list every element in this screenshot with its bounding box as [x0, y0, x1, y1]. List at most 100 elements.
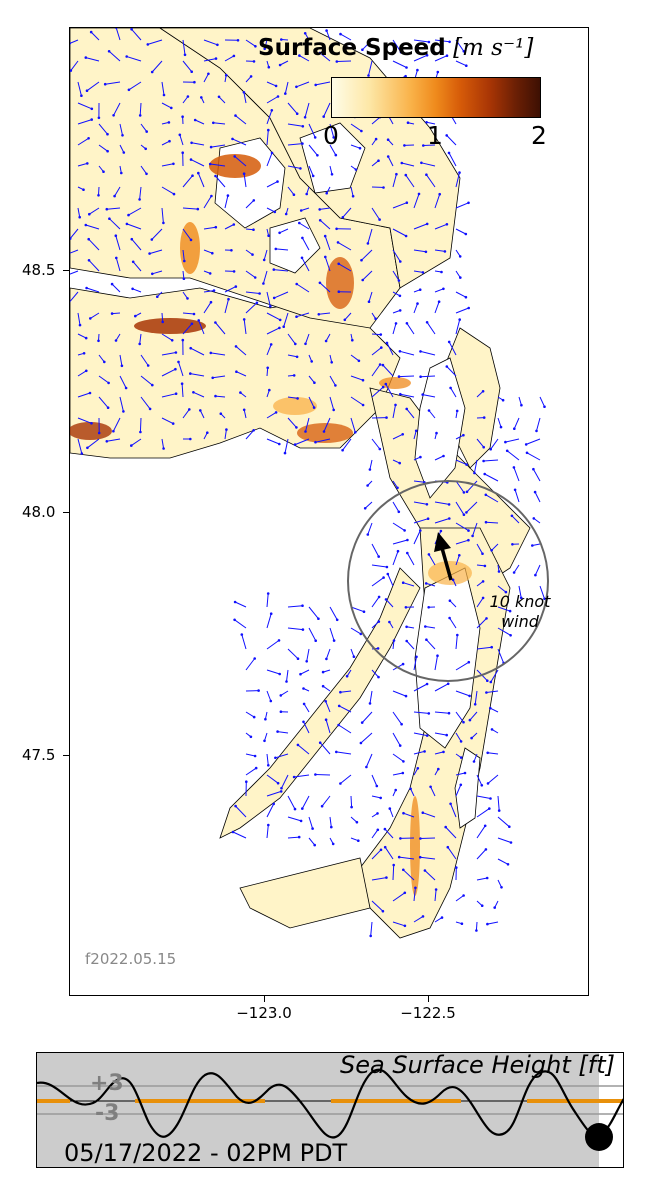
velocity-vector [108, 50, 121, 62]
velocity-vector [369, 690, 373, 704]
velocity-vector-head [211, 376, 214, 380]
velocity-vector-head [251, 253, 254, 256]
velocity-vector [384, 846, 394, 860]
velocity-vectors [70, 28, 546, 938]
velocity-vector [338, 724, 352, 734]
velocity-vector [518, 585, 522, 598]
velocity-vector [371, 386, 384, 398]
velocity-vector-head [467, 538, 470, 542]
velocity-vector [70, 228, 79, 239]
velocity-vector-head [379, 848, 383, 852]
velocity-vector [445, 826, 457, 839]
velocity-vector-head [362, 610, 366, 613]
velocity-vector-head [341, 216, 345, 219]
y-tick-label: 48.5 [22, 261, 56, 279]
velocity-vector-head [482, 459, 485, 463]
velocity-vector [161, 333, 173, 341]
velocity-vector [340, 774, 352, 784]
velocity-vector-head [278, 63, 282, 67]
velocity-vector-head [174, 392, 178, 396]
velocity-vector [182, 291, 188, 299]
velocity-vector [182, 96, 189, 104]
velocity-vector-head [278, 318, 282, 322]
velocity-vector [283, 312, 289, 327]
velocity-vector [87, 438, 100, 449]
velocity-vector-head [105, 440, 109, 443]
velocity-vector [336, 751, 352, 755]
velocity-vector-head [277, 639, 281, 642]
velocity-vector-head [183, 53, 187, 57]
velocity-vector-head [217, 95, 221, 99]
velocity-vector-head [245, 780, 248, 783]
velocity-vector-head [300, 256, 304, 260]
velocity-vector [287, 396, 298, 399]
velocity-vector [371, 347, 382, 356]
velocity-vector [182, 249, 185, 262]
velocity-vector [224, 55, 235, 62]
velocity-vector [329, 144, 337, 156]
velocity-vector [392, 202, 407, 209]
velocity-vector [203, 195, 212, 209]
velocity-vector [287, 417, 297, 428]
velocity-vector [235, 346, 247, 356]
velocity-vector-head [375, 784, 379, 788]
velocity-vector [329, 396, 335, 411]
velocity-vector [287, 102, 298, 115]
velocity-vector [392, 711, 403, 725]
velocity-vector-head [459, 740, 463, 743]
velocity-vector-head [442, 750, 445, 754]
velocity-vector [128, 81, 142, 91]
velocity-vector [497, 816, 510, 828]
velocity-vector-head [337, 262, 341, 266]
velocity-vector [455, 39, 465, 52]
velocity-vector-head [298, 54, 301, 57]
velocity-vector [474, 690, 478, 705]
velocity-vector [190, 347, 205, 356]
velocity-vector-head [484, 848, 488, 851]
velocity-vector-head [532, 467, 535, 471]
velocity-vector [266, 327, 280, 335]
velocity-vector-head [331, 842, 335, 846]
velocity-vector-head [504, 590, 508, 594]
velocity-vector [410, 788, 415, 797]
ssh-datetime: 05/17/2022 - 02PM PDT [64, 1139, 348, 1167]
velocity-vector [245, 753, 256, 757]
velocity-vector-head [361, 278, 365, 282]
velocity-vector [149, 249, 163, 255]
velocity-vector-head [400, 722, 403, 726]
velocity-vector-head [400, 161, 404, 165]
velocity-vector-head [358, 146, 362, 150]
colorbar-title-text: Surface Speed [258, 35, 446, 61]
velocity-vector [455, 459, 467, 466]
velocity-vector [323, 102, 331, 117]
velocity-vector [203, 39, 218, 46]
velocity-vector-head [82, 352, 86, 355]
velocity-vector [126, 223, 142, 230]
velocity-vector-head [368, 702, 372, 705]
velocity-vector [131, 438, 142, 447]
velocity-vector-head [295, 282, 298, 286]
velocity-vector [245, 270, 256, 278]
velocity-vector-head [186, 297, 189, 300]
velocity-vector [497, 417, 502, 428]
velocity-vector [434, 55, 448, 62]
velocity-vector-head [508, 609, 512, 613]
velocity-vector [266, 613, 272, 629]
velocity-vector [308, 165, 314, 177]
velocity-vector-head [252, 429, 255, 432]
velocity-vector-head [80, 452, 84, 455]
velocity-vector [324, 256, 331, 272]
velocity-vector-head [416, 68, 419, 72]
velocity-vector-head [465, 490, 469, 494]
velocity-vector-head [388, 620, 391, 624]
velocity-vector [139, 186, 142, 200]
velocity-vector-head [182, 277, 186, 280]
velocity-vector-head [192, 391, 195, 394]
ssh-plus-label: +3 [90, 1071, 124, 1096]
velocity-vector [329, 606, 338, 621]
velocity-vector-head [385, 341, 389, 345]
velocity-vector [413, 39, 429, 43]
velocity-vector-head [351, 194, 355, 198]
velocity-vector-head [359, 632, 363, 636]
velocity-vector [455, 895, 464, 902]
